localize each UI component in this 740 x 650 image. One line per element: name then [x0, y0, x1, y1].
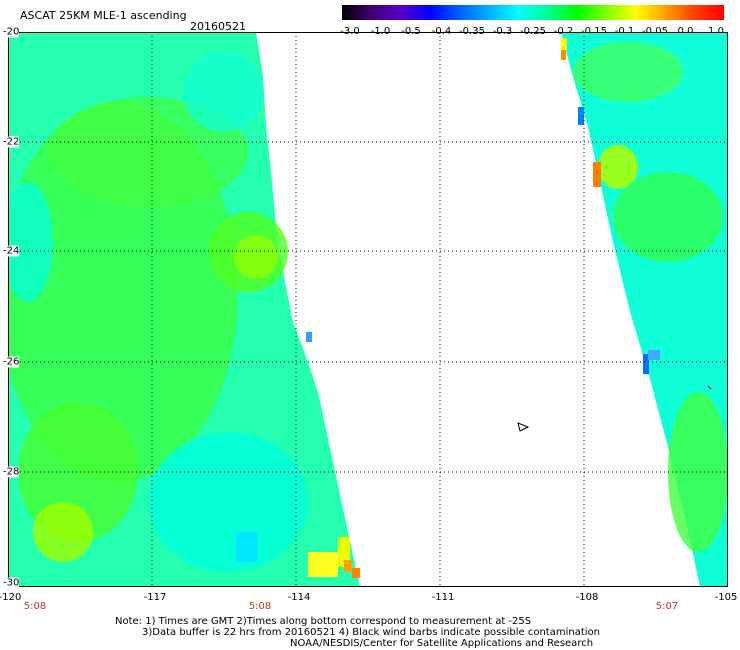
colorbar-tick-label: -0.4	[431, 26, 452, 37]
colorbar-tick-label: -0.05	[642, 26, 668, 37]
right-green-lower	[668, 392, 728, 552]
colorbar	[342, 5, 724, 20]
right-blue-pixel-2	[643, 354, 649, 374]
left-yellow-pixel-1	[308, 552, 338, 577]
time-label-2: 5:08	[248, 601, 272, 612]
left-yellow-lower	[33, 502, 93, 562]
colorbar-tick-label: -3.0	[340, 26, 360, 37]
left-yellowgreen-patch	[234, 235, 278, 279]
colorbar-tick-label: -0.5	[401, 26, 421, 37]
right-green-mid	[613, 172, 723, 262]
time-label-3: 5:07	[655, 601, 679, 612]
right-yellow-top	[561, 38, 567, 50]
lon-label-117: -117	[143, 592, 167, 603]
left-orange-pixel-1	[344, 560, 352, 572]
map-border	[8, 32, 728, 587]
lon-label-114: -114	[287, 592, 311, 603]
time-label-1: 5:08	[23, 601, 47, 612]
right-swath	[561, 32, 728, 587]
lat-label-22: -22	[3, 136, 20, 148]
colorbar-tick-label: -0.3	[492, 26, 513, 37]
island-outline	[517, 422, 530, 432]
product-title: ASCAT 25KM MLE-1 ascending	[20, 9, 187, 22]
left-orange-pixel-2	[352, 568, 360, 578]
left-cyan-topright	[183, 52, 263, 132]
product-date: 20160521	[190, 20, 246, 33]
right-orange-top	[561, 50, 566, 60]
colorbar-tick-label: -0.15	[581, 26, 607, 37]
lat-label-30: -30	[3, 577, 20, 589]
lat-label-24: -24	[3, 245, 20, 257]
lat-label-26: -26	[3, 356, 20, 368]
colorbar-tick-label: 0.0	[677, 26, 694, 37]
lon-label-105: -105	[714, 592, 738, 603]
left-yellow-pixel-2	[338, 537, 350, 567]
colorbar-gradient	[342, 5, 724, 20]
wind-barb	[707, 385, 712, 390]
grid-lines	[8, 32, 728, 587]
lat-label-20: -20	[3, 26, 20, 38]
right-orange-strip	[593, 162, 601, 187]
left-swath	[8, 32, 360, 587]
lon-label-108: -108	[575, 592, 599, 603]
left-green-top	[48, 97, 248, 207]
lat-label-28: -28	[3, 466, 20, 478]
left-blue-pixel	[306, 332, 312, 342]
note-line-2: 3)Data buffer is 22 hrs from 20160521 4)…	[142, 627, 600, 638]
left-cyan-edge	[8, 182, 53, 302]
right-blue-pixel-3	[648, 350, 660, 360]
right-green-top	[573, 42, 683, 102]
left-cyan-patch	[236, 532, 258, 562]
wind-speed-map	[8, 32, 728, 587]
colorbar-tick-label: -0.2	[553, 26, 574, 37]
right-blue-pixel-1	[578, 107, 584, 125]
lon-label-111: -111	[431, 592, 455, 603]
note-line-3: NOAA/NESDIS/Center for Satellite Applica…	[290, 638, 594, 649]
lon-label-120: -120	[0, 592, 22, 603]
note-line-1: Note: 1) Times are GMT 2)Times along bot…	[115, 616, 532, 627]
left-cyan-lower	[148, 432, 308, 572]
right-yellow-mid	[598, 145, 638, 189]
